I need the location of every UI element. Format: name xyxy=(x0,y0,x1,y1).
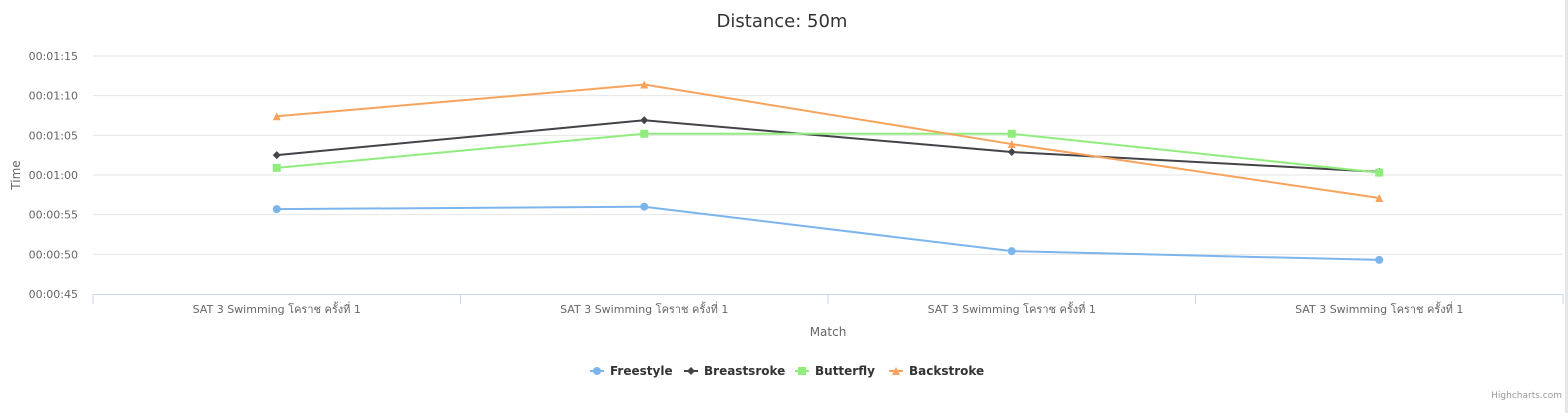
data-point xyxy=(272,151,281,160)
data-point xyxy=(1375,255,1384,264)
y-tick-label: 00:01:00 xyxy=(29,169,78,182)
data-point xyxy=(272,112,281,121)
data-point xyxy=(1007,140,1016,149)
legend-label: Backstroke xyxy=(909,364,984,378)
legend-label: Freestyle xyxy=(610,364,673,378)
data-point xyxy=(640,80,649,89)
x-tick-label: SAT 3 Swimming โคราช ครั้งที่ 1 xyxy=(193,301,361,316)
data-point xyxy=(640,116,649,125)
legend-marker xyxy=(687,367,695,375)
y-tick-label: 00:01:15 xyxy=(29,50,78,63)
x-tick-label: SAT 3 Swimming โคราช ครั้งที่ 1 xyxy=(928,301,1096,316)
legend-item-backstroke[interactable]: Backstroke xyxy=(889,364,984,378)
series-line xyxy=(276,119,1380,173)
y-tick-label: 00:00:55 xyxy=(29,209,78,222)
chart-title: Distance: 50m xyxy=(717,11,848,32)
series-backstroke xyxy=(272,80,1384,203)
y-tick-label: 00:01:05 xyxy=(29,129,78,142)
credits-link[interactable]: Highcharts.com xyxy=(1491,391,1562,401)
series-breastsroke xyxy=(272,116,1384,176)
legend-marker xyxy=(892,367,900,375)
legend-marker xyxy=(593,367,601,375)
legend-item-butterfly[interactable]: Butterfly xyxy=(795,364,875,378)
series-line xyxy=(276,205,1380,261)
series-line xyxy=(276,83,1380,199)
legend-label: Breastsroke xyxy=(704,364,785,378)
data-point xyxy=(1375,194,1384,203)
y-tick-label: 00:00:45 xyxy=(29,288,78,301)
data-point xyxy=(640,202,649,211)
y-tick-label: 00:01:10 xyxy=(29,90,78,103)
legend-label: Butterfly xyxy=(815,364,875,378)
series-line xyxy=(276,132,1380,174)
legend-marker xyxy=(798,367,806,375)
data-point xyxy=(1007,247,1016,256)
data-point xyxy=(1007,129,1016,138)
x-tick-label: SAT 3 Swimming โคราช ครั้งที่ 1 xyxy=(560,301,728,316)
y-tick-label: 00:00:50 xyxy=(29,248,78,261)
legend-item-breastsroke[interactable]: Breastsroke xyxy=(684,364,785,378)
x-tick-label: SAT 3 Swimming โคราช ครั้งที่ 1 xyxy=(1295,301,1463,316)
legend-item-freestyle[interactable]: Freestyle xyxy=(590,364,673,378)
data-point xyxy=(272,205,281,214)
y-axis-label: Time xyxy=(9,160,23,190)
data-point xyxy=(1007,147,1016,156)
scrollbar[interactable] xyxy=(1565,0,1568,413)
series-butterfly xyxy=(272,129,1384,177)
series-freestyle xyxy=(272,202,1384,264)
x-axis-label: Match xyxy=(810,325,847,339)
data-point xyxy=(640,129,649,138)
data-point xyxy=(272,163,281,172)
data-point xyxy=(1375,168,1384,177)
